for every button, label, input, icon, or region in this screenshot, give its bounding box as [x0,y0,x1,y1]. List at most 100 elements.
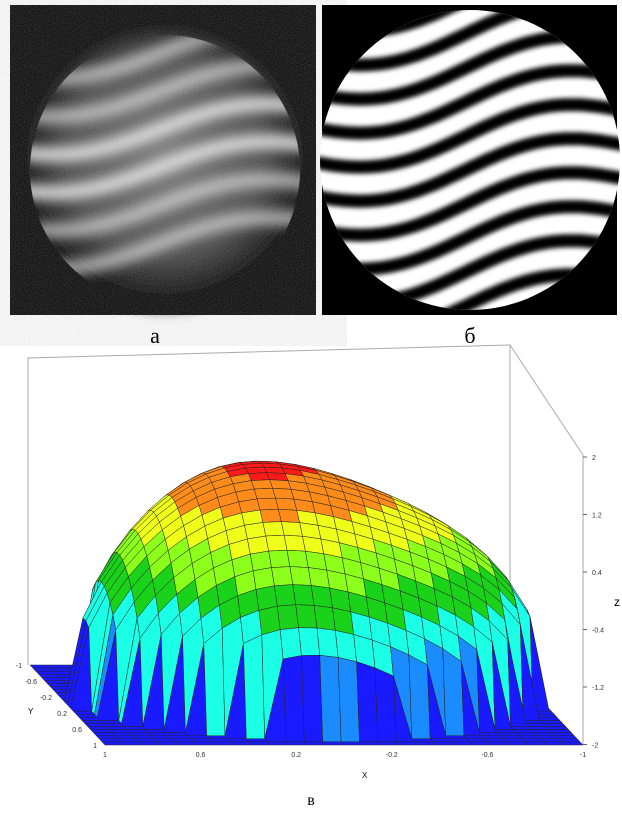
surface-cell [123,726,147,730]
surface-cell [546,726,570,730]
surface-cell [558,738,581,743]
surface-cell [175,741,198,746]
surface-cell [447,738,471,743]
surface-cell [206,735,229,740]
surface-cell [248,472,271,481]
surface-cell [98,738,122,743]
surface-cell [285,741,308,746]
surface-cell [269,479,292,490]
surface-cell [32,667,55,672]
surface-cell [169,735,192,740]
surface-cell [268,549,291,568]
surface-cell [518,735,542,740]
surface-cell [119,741,143,746]
surface-cell [111,732,134,737]
panel-b-label: б [464,323,475,348]
surface [29,460,584,746]
z-tick-label: -0.4 [592,628,604,635]
surface-cell [253,487,276,500]
surface-cell [356,661,379,743]
surface-cell [145,729,168,733]
surface-cell [469,741,492,746]
y-tick-label: -1 [16,663,22,670]
surface-cell [539,738,563,743]
surface-cell [35,670,58,675]
surface-cell [255,585,278,611]
surface-cell [148,732,171,737]
surface-cell [322,741,345,746]
surface-cell [515,732,539,737]
surface-cell [307,567,330,589]
surface-cell [524,741,547,746]
surface-cell [466,738,489,743]
panel-a-noise [10,5,316,315]
surface-cell [506,741,529,746]
surface-cell [463,735,486,740]
surface-cell [494,729,517,733]
surface-cell [90,729,113,733]
surface-cell [208,738,232,743]
surface-cell [265,534,288,552]
surface-cell [538,717,561,721]
surface-cell [335,630,357,663]
surface-cell [500,735,523,740]
surface-cell [245,738,269,743]
fringe [320,166,620,242]
surface-cell [277,604,299,630]
surface-cell [555,735,578,740]
surface-cell [484,738,508,743]
surface-cell [72,710,96,715]
z-tick-label: 2 [592,455,596,462]
surface-cell [117,738,140,743]
surface-cell [135,738,158,743]
surface-cell [535,713,558,718]
surface-cell [408,654,431,740]
surface-cell [250,550,272,572]
surface-cell [193,741,216,746]
surface-cell [84,723,107,727]
surface-cell [262,521,285,537]
surface-cell [542,741,566,746]
surface-cell [172,738,195,743]
surface-cell [278,508,301,523]
surface-cell [301,655,323,743]
surface-cell [316,627,339,658]
surface-cell [252,567,275,590]
surface-cell [243,634,265,740]
surface-cell [521,738,544,743]
z-tick-label: 1.2 [592,513,602,520]
surface-cell [271,566,294,587]
fringe [320,10,620,72]
surface-cell [29,664,52,669]
panel-c-label: в [307,792,315,809]
surface-cell [340,741,363,746]
y-tick-label: 0.2 [57,711,67,718]
surface-cell [313,605,336,631]
surface-cell [274,584,296,607]
fringe [320,64,620,140]
surface-cell [358,741,382,746]
surface-cell [337,657,360,743]
surface-cell [248,741,272,746]
x-tick-label: -0.2 [386,752,398,759]
surface-cell [429,738,452,743]
surface-cell [256,497,279,511]
surface-cell [203,627,226,737]
surface-cell [537,735,560,740]
y-tick-label: -0.2 [40,695,52,702]
surface-cell [478,732,502,737]
surface-cell [211,741,235,746]
surface-cell [275,497,298,511]
surface-cell [267,741,290,746]
surface-cell [286,549,309,568]
surface-cell [552,732,575,737]
x-tick-label: -0.6 [481,752,493,759]
surface-cell [50,667,74,672]
surface-cell [319,655,342,743]
surface-cell [543,723,567,727]
surface-cell [47,664,71,669]
surface-cell [531,729,554,733]
surface-cell [414,741,437,746]
